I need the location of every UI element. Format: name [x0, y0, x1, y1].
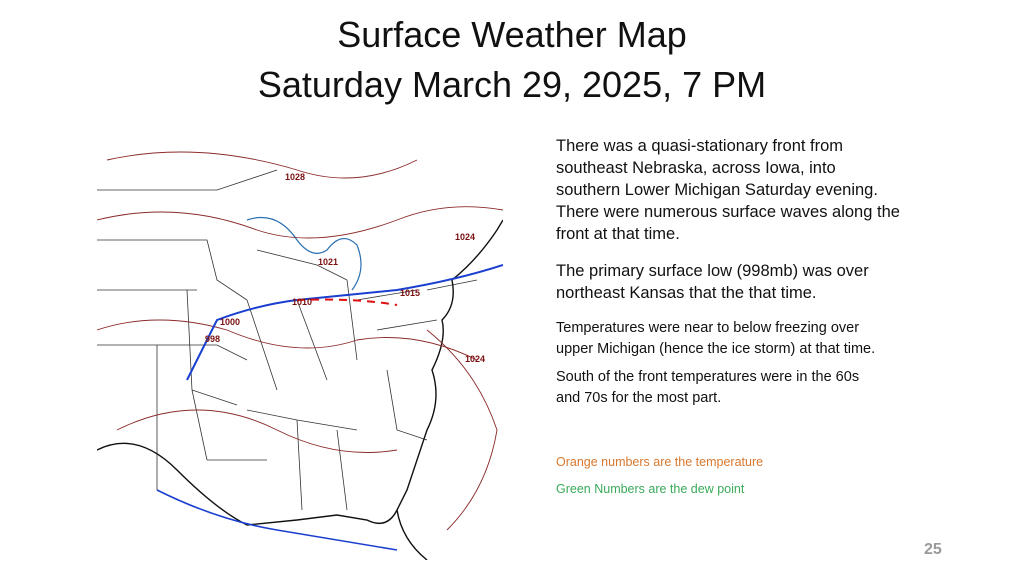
text-line: northeast Kansas that the that time.	[556, 284, 817, 302]
text-line: There were numerous surface waves along …	[556, 203, 900, 221]
text-line: southern Lower Michigan Saturday evening…	[556, 181, 878, 199]
cold-front	[156, 489, 398, 551]
pressure-label: 1021	[318, 257, 338, 267]
text-line: There was a quasi-stationary front from	[556, 137, 844, 155]
pressure-label: 1015	[400, 288, 420, 298]
great-lakes	[246, 216, 362, 291]
text-line: front at that time.	[556, 225, 680, 243]
text-line: Temperatures were near to below freezing…	[556, 320, 860, 336]
text-line: South of the front temperatures were in …	[556, 369, 860, 385]
pressure-label: 1024	[465, 354, 485, 364]
title-line: Surface Weather Map	[337, 14, 687, 55]
state-borders	[97, 169, 478, 511]
text-line: upper Michigan (hence the ice storm) at …	[556, 341, 876, 357]
pressure-label: 1000	[220, 317, 240, 327]
title-line: Saturday March 29, 2025, 7 PM	[257, 64, 767, 105]
legend-temperature: Orange numbers are the temperature	[556, 455, 764, 469]
pressure-label: 1010	[292, 297, 312, 307]
legend-dew-point: Green Numbers are the dew point	[556, 482, 745, 496]
pressure-label: 1028	[285, 172, 305, 182]
florida-coast	[396, 509, 428, 560]
text-line: The primary surface low (998mb) was over	[556, 262, 869, 280]
coastline	[97, 219, 503, 526]
text-line: southeast Nebraska, across Iowa, into	[556, 159, 836, 177]
warm-front	[296, 298, 398, 306]
page-number: 25	[924, 541, 942, 558]
text-line: and 70s for the most part.	[556, 390, 722, 406]
pressure-label: 1024	[455, 232, 475, 242]
pressure-label: 998	[205, 334, 220, 344]
isobars	[97, 151, 503, 531]
